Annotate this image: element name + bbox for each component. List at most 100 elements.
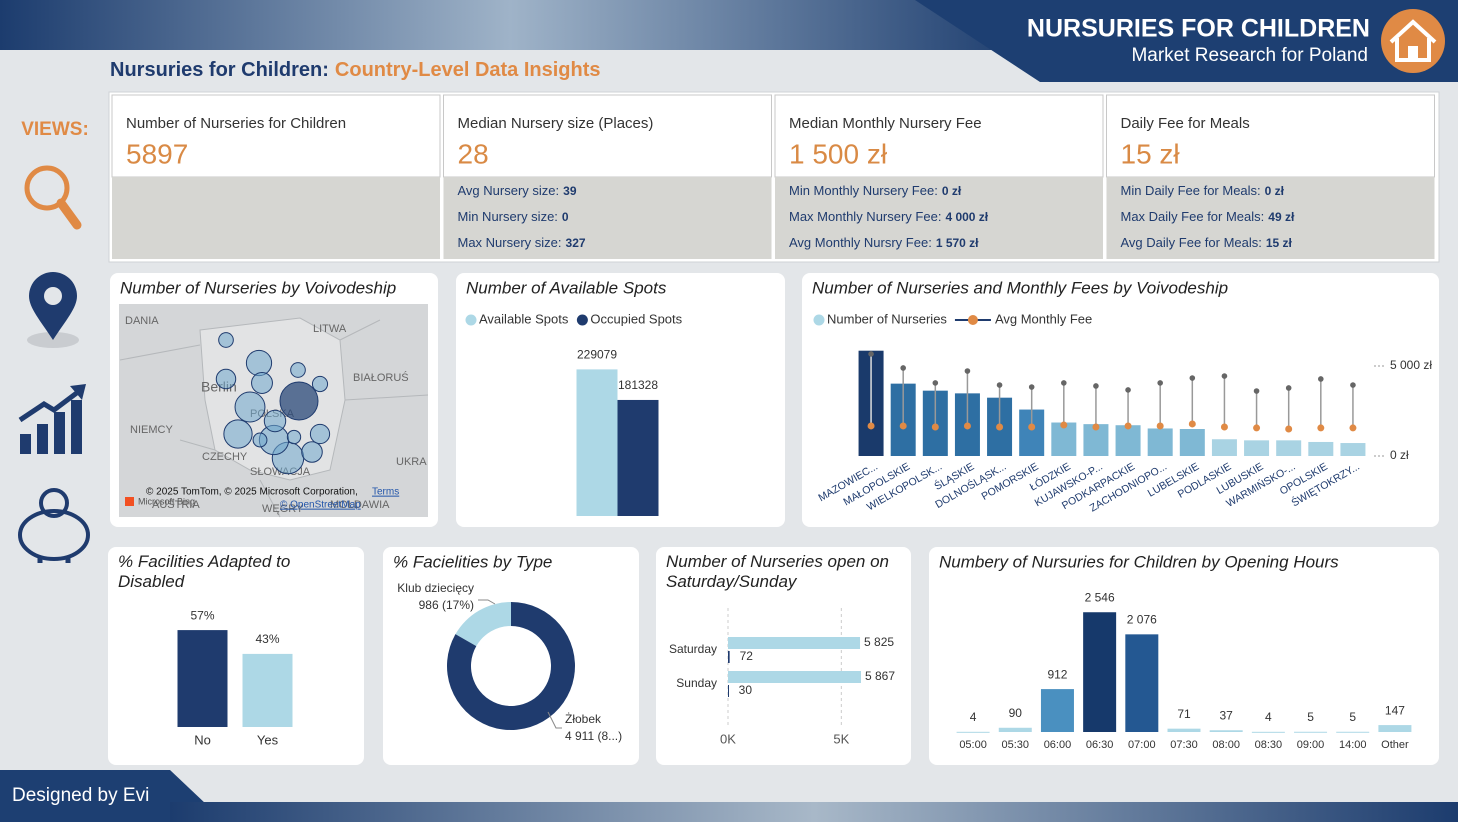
map-bubble [215, 368, 237, 390]
x-tick-label: 5K [833, 731, 849, 746]
value-label: 71 [1177, 707, 1191, 721]
fee-avg [963, 422, 971, 430]
header-title: NURSURIES FOR CHILDREN [1027, 15, 1370, 43]
kpi-detail-label: Max Monthly Nursery Fee: [789, 209, 941, 224]
fee-high [1028, 384, 1035, 390]
map-bubble [223, 419, 253, 449]
kpi-detail-value: 0 [562, 210, 569, 224]
kpi-card [443, 94, 772, 178]
bar [956, 731, 990, 733]
bar [1294, 731, 1328, 733]
bar [576, 369, 618, 516]
map-osm: © OpenStreetMap [280, 500, 361, 511]
fee-avg [931, 423, 939, 431]
kpi-title: Daily Fee for Meals [1121, 115, 1250, 132]
value-label: 229079 [577, 348, 617, 362]
kpi-detail: Max Monthly Nursery Fee: 4 000 zł [789, 209, 989, 224]
chart-card [802, 273, 1439, 527]
legend-label: Avg Monthly Fee [995, 311, 1092, 326]
kpi-detail-label: Min Monthly Nursery Fee: [789, 183, 938, 198]
kpi-value: 5897 [126, 138, 188, 169]
kpi-detail-bg [443, 177, 772, 259]
kpi-card [774, 94, 1104, 178]
fee-avg [996, 423, 1004, 431]
bar [242, 653, 293, 727]
y-tick-label: Sunday [676, 676, 717, 690]
title-line: Number of Nurseries open on [666, 552, 889, 571]
map-bubble [234, 391, 266, 423]
bar [1211, 439, 1237, 456]
kpi-value: 15 zł [1121, 138, 1181, 169]
map-bubble [301, 441, 323, 463]
fee-avg [1028, 423, 1036, 431]
value-label: 90 [1009, 706, 1023, 720]
map-bubble [245, 349, 273, 377]
map-bubble [286, 429, 302, 445]
bar [1209, 730, 1243, 732]
fee-high [996, 382, 1003, 388]
map-place: BIAŁORUŚ [353, 371, 409, 384]
kpi-card [111, 94, 441, 178]
kpi-detail: Avg Nursery size: 39 [458, 183, 577, 198]
donut-slice [446, 602, 575, 730]
slice-value: 986 (17%) [419, 598, 474, 612]
kpi-detail-bg [112, 177, 440, 259]
map-place: UKRA [396, 456, 427, 468]
views-label: VIEWS: [21, 119, 89, 140]
kpi-detail-bg [1106, 177, 1435, 259]
x-tick-label: 08:30 [1255, 739, 1283, 751]
x-tick-label: 0K [720, 731, 736, 746]
footer-strip [170, 802, 1458, 822]
fee-high [1318, 376, 1324, 382]
leader [478, 599, 496, 605]
map-place: AUSTRIA [152, 499, 200, 511]
piggy-icon[interactable] [18, 488, 90, 563]
kpi-detail-label: Avg Nursery size: [458, 183, 560, 198]
map-bubble [279, 381, 319, 421]
map-bubble [218, 332, 234, 348]
value-label: 72 [740, 649, 754, 663]
fee-avg [1317, 424, 1325, 432]
fee-high [868, 351, 874, 357]
bar [728, 671, 861, 683]
chart-icon[interactable] [18, 384, 86, 454]
bar [1147, 428, 1173, 456]
value-label: 57% [190, 608, 214, 622]
legend-dot [813, 314, 825, 326]
kpi-detail-value: 15 zł [1266, 236, 1293, 250]
chart-title: Number of Available Spots [466, 278, 667, 297]
footer-text: Designed by Evi [12, 785, 149, 806]
fee-avg [1253, 424, 1261, 432]
kpi-detail-value: 49 zł [1268, 210, 1295, 224]
chart-title: Number of Nurseries by Voivodeship [120, 278, 396, 297]
kpi-detail: Max Nursery size: 327 [458, 235, 586, 250]
kpi-detail-value: 39 [563, 184, 577, 198]
kpi-detail-label: Avg Monthly Nursry Fee: [789, 235, 932, 250]
fee-high [1061, 380, 1067, 386]
kpi-detail: Min Nursery size: 0 [458, 209, 569, 224]
y2-tick-label: 5 000 zł [1390, 358, 1432, 372]
map-bubble [311, 375, 329, 393]
kpi-title: Median Nursery size (Places) [458, 115, 654, 132]
fee-avg [899, 422, 907, 430]
kpi-detail-value: 0 zł [1265, 184, 1285, 198]
map-icon[interactable] [27, 272, 79, 348]
chart-title: Numbery of Nursuries for Children by Ope… [939, 552, 1339, 571]
kpi-value: 28 [458, 138, 489, 169]
fee-avg [1220, 423, 1228, 431]
kpi-detail-label: Min Nursery size: [458, 209, 558, 224]
legend-label: Occupied Spots [590, 311, 682, 326]
bar [1179, 429, 1205, 456]
search-icon[interactable] [24, 165, 82, 230]
map-place: DANIA [125, 315, 159, 327]
map-terms: Terms [372, 487, 399, 498]
x-tick-label: Other [1381, 739, 1409, 751]
donut-slice [455, 602, 511, 647]
x-tick-label: 08:00 [1212, 739, 1240, 751]
bar [1115, 425, 1141, 456]
fee-high [964, 368, 971, 374]
page-title: Nursuries for Children: Country-Level Dat… [110, 59, 601, 81]
x-tick-label: 05:30 [1002, 739, 1030, 751]
title-line: Disabled [118, 572, 185, 591]
